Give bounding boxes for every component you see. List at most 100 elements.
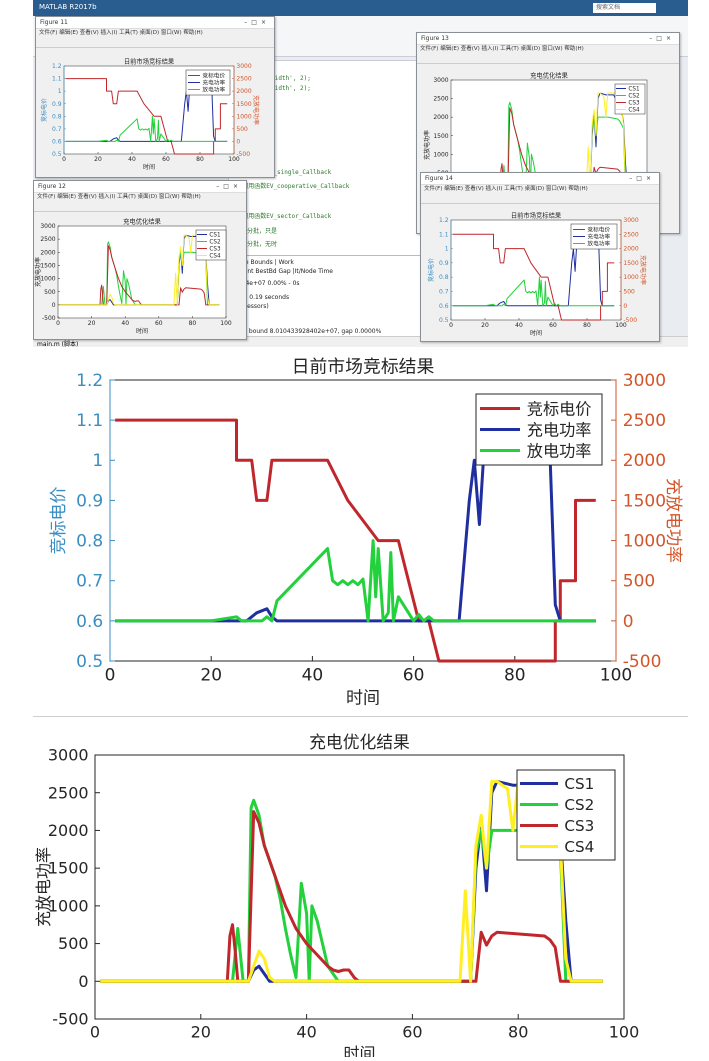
figure-window-14[interactable]: Figure 14 –□× 文件(F) 编辑(E) 查看(V) 插入(I) 工具(…	[420, 172, 660, 342]
figure-menu[interactable]: 文件(F) 编辑(E) 查看(V) 插入(I) 工具(T) 桌面(D) 窗口(W…	[420, 46, 584, 52]
x-tick-label: 0	[90, 1022, 100, 1041]
chart-title: 日前市场竞标结果	[124, 56, 175, 65]
legend-label-1: 竞标电价	[527, 399, 592, 418]
y-tick-label: 0.7	[52, 126, 62, 133]
series-line-1	[65, 78, 228, 155]
x-tick-label: 40	[296, 1022, 316, 1041]
window-controls-icon[interactable]: –□×	[629, 175, 655, 182]
window-controls-icon[interactable]: –□×	[244, 19, 270, 26]
figure-toolbar[interactable]	[36, 38, 274, 48]
y-tick-label: 0.9	[52, 101, 62, 108]
chart-title: 充电优化结果	[530, 70, 568, 79]
window-controls-icon[interactable]: –□×	[649, 35, 675, 42]
y-right-tick-label: 3000	[236, 63, 251, 70]
x-axis-label: 时间	[143, 163, 155, 171]
legend-label-2: 充电功率	[527, 420, 592, 439]
y-axis-label: 竞标电价	[40, 98, 48, 122]
y-tick-label: 2500	[40, 236, 55, 243]
x-tick-label: 20	[200, 666, 222, 686]
x-tick-label: 0	[449, 322, 453, 329]
legend-label-2: 充电功率	[587, 233, 610, 241]
series-line-3	[65, 115, 228, 142]
y-tick-label: 500	[44, 289, 56, 296]
cmd-line: ctive Bounds | Work	[234, 259, 294, 266]
y-tick-label: 1.2	[439, 217, 449, 224]
y-tick-label: 0.7	[439, 289, 449, 296]
figure-menu[interactable]: 文件(F) 编辑(E) 查看(V) 插入(I) 工具(T) 桌面(D) 窗口(W…	[39, 30, 203, 36]
y-tick-label: 0.8	[52, 113, 62, 120]
y-right-tick-label: 1500	[623, 260, 638, 267]
x-tick-label: 20	[481, 322, 489, 329]
x-tick-label: 60	[403, 666, 425, 686]
chart-title: 日前市场竞标结果	[292, 356, 435, 377]
figure-title: Figure 14	[425, 175, 453, 182]
figure-menu[interactable]: 文件(F) 编辑(E) 查看(V) 插入(I) 工具(T) 桌面(D) 窗口(W…	[37, 194, 201, 200]
cmd-line: processors)	[234, 303, 269, 310]
chart-panel-bid: 0 20 40 60 80 100 0.5 0.6 0.7 0.8 0.9 1 1.1 1.2 -500 0 5…	[33, 350, 688, 716]
x-tick-label: 80	[508, 1022, 528, 1041]
x-axis-label: 时间	[346, 689, 380, 709]
x-tick-label: 80	[196, 156, 204, 163]
chart-panel-opt: 0 20 40 60 80 100 -500 0 500 1000 1500 2000 2500 3000…	[33, 720, 688, 1061]
y-right-tick-label: -500	[623, 652, 662, 672]
chart-title: 充电优化结果	[123, 216, 161, 225]
x-tick-label: 20	[88, 320, 96, 327]
y-tick-label: 1000	[40, 276, 55, 283]
y-right-tick-label: 2000	[623, 451, 666, 471]
y-right-tick-label: 3000	[623, 217, 638, 224]
y-tick-label: 0.5	[52, 151, 62, 158]
legend-label-2: CS2	[209, 240, 221, 246]
x-tick-label: 0	[62, 156, 66, 163]
x-tick-label: 20	[191, 1022, 211, 1041]
y-tick-label: 1.1	[52, 76, 62, 83]
x-tick-label: 60	[162, 156, 170, 163]
window-controls-icon[interactable]: –□×	[216, 183, 242, 190]
y-right-axis-label: 充放电功率	[639, 255, 647, 285]
y-tick-label: 3000	[40, 223, 55, 230]
figure-window-12[interactable]: Figure 12 –□× 文件(F) 编辑(E) 查看(V) 插入(I) 工具(…	[33, 180, 247, 340]
figure-title: Figure 13	[421, 35, 449, 42]
y-tick-label: 0.6	[52, 139, 62, 146]
y-tick-label: 1500	[40, 263, 55, 270]
y-tick-label: 0.5	[439, 317, 449, 324]
bid-result-chart: 0 20 40 60 80 100 0.5 0.6 0.7 0.8 0.9 1 1.1 1.2 -500 0 5…	[49, 356, 683, 709]
legend-label-3: CS3	[209, 247, 221, 253]
x-tick-label: 100	[615, 322, 627, 329]
figure-toolbar[interactable]	[34, 202, 246, 212]
legend-label-2: CS2	[564, 796, 594, 814]
y-tick-label: 0	[78, 972, 88, 991]
y-tick-label: 1000	[48, 896, 89, 915]
editor-line: ; 调用函数EV_cooperative_Callback	[235, 183, 350, 190]
series-line-3	[115, 539, 596, 623]
x-tick-label: 20	[94, 156, 102, 163]
chart-title: 日前市场竞标结果	[511, 210, 562, 219]
figure-toolbar[interactable]	[417, 54, 679, 64]
y-tick-label: 1.2	[76, 371, 103, 391]
x-tick-label: 100	[220, 320, 232, 327]
y-tick-label: 1500	[433, 133, 448, 140]
figure-menu[interactable]: 文件(F) 编辑(E) 查看(V) 插入(I) 工具(T) 桌面(D) 窗口(W…	[424, 186, 588, 192]
y-tick-label: 0.8	[76, 532, 103, 552]
x-tick-label: 0	[105, 666, 116, 686]
y-tick-label: 1	[445, 246, 449, 253]
mini-chart-bid: 0 20 40 60 80 100 0.5 0.6 0.7 0.8 0.9 1 1.1 1.2 -500 0 5…	[40, 56, 260, 171]
y-tick-label: 0.6	[439, 303, 449, 310]
legend-label-2: 充电功率	[202, 79, 225, 87]
y-right-tick-label: 1500	[623, 491, 666, 511]
figure-toolbar[interactable]	[421, 194, 659, 204]
charge-optimization-chart: 0 20 40 60 80 100-500050010001500200025003000…	[34, 732, 639, 1061]
y-tick-label: 0.7	[76, 572, 103, 592]
figure-title: Figure 12	[38, 183, 66, 190]
x-tick-label: 100	[600, 666, 632, 686]
x-tick-label: 60	[402, 1022, 422, 1041]
y-tick-label: 2000	[433, 114, 448, 121]
editor-line: 合作分批，只是	[235, 228, 278, 235]
search-input[interactable]: 搜索文档	[593, 3, 656, 13]
mini-chart-bid-2: 0 20 40 60 80 100 0.5 0.6 0.7 0.8 0.9 1 1.1 1.2 -500 0 5…	[427, 210, 647, 337]
figure-title: Figure 11	[40, 19, 68, 26]
figure-window-11[interactable]: Figure 11 –□× 文件(F) 编辑(E) 查看(V) 插入(I) 工具(…	[35, 16, 275, 178]
y-tick-label: 0.9	[76, 491, 103, 511]
legend-label-1: 竞标电价	[587, 226, 610, 234]
y-tick-label: 1	[58, 88, 62, 95]
legend-label-4: CS4	[564, 838, 594, 856]
